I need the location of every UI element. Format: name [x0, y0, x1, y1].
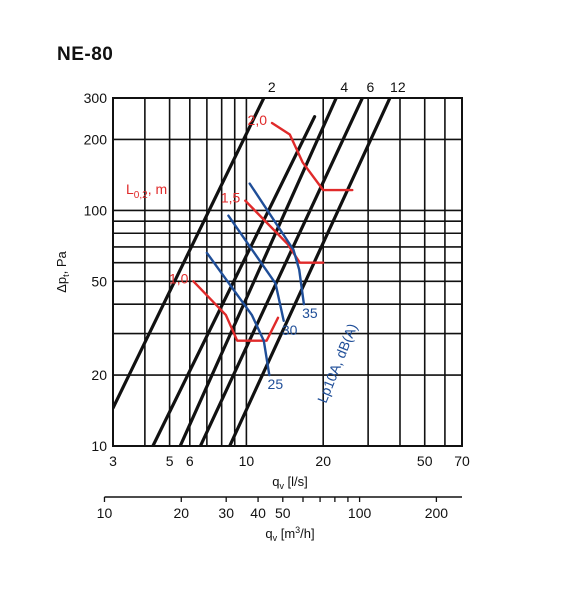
secondary-x-axis-label: qv [m3/h] [265, 525, 314, 543]
secondary-x-tick-label: 100 [348, 505, 372, 521]
series-line-unlabeled-1 [151, 115, 317, 446]
secondary-x-tick-label: 200 [425, 505, 449, 521]
opening-label: 12 [390, 79, 406, 95]
x-tick-label: 10 [239, 453, 255, 469]
secondary-x-tick-label: 50 [275, 505, 291, 521]
red-curve-label: 1,5 [221, 190, 241, 206]
y-tick-label: 20 [91, 367, 107, 383]
y-tick-label: 300 [84, 90, 108, 106]
series-line-12 [228, 98, 392, 446]
series-line-2_0 [270, 121, 354, 192]
x-axis-label: qv [l/s] [272, 474, 308, 491]
secondary-x-tick-label: 20 [173, 505, 189, 521]
blue-curve-label: 30 [282, 322, 298, 338]
series-lines [113, 98, 392, 446]
opening-label: 6 [367, 79, 375, 95]
y-tick-label: 50 [91, 273, 107, 289]
series-line-1_0 [192, 280, 280, 342]
x-tick-label: 20 [315, 453, 331, 469]
y-tick-label: 100 [84, 202, 108, 218]
series-line-30 [227, 214, 285, 322]
secondary-x-tick-label: 10 [97, 505, 113, 521]
opening-label: 4 [340, 79, 348, 95]
red-group-label: L0,2, m [126, 181, 167, 201]
x-tick-label: 5 [166, 453, 174, 469]
series-line-4 [178, 98, 338, 446]
opening-label: 2 [268, 79, 276, 95]
plot-frame [112, 97, 463, 447]
x-tick-label: 70 [454, 453, 470, 469]
chart-title: NE-80 [57, 44, 114, 65]
red-curve-label: 2,0 [248, 112, 268, 128]
grid [112, 97, 463, 447]
blue-curve-label: 25 [268, 376, 284, 392]
y-tick-label: 10 [91, 438, 107, 454]
series-line-6 [198, 98, 364, 446]
series-line-2 [113, 98, 266, 410]
series-line-25 [205, 251, 271, 377]
x-tick-label: 6 [186, 453, 194, 469]
secondary-x-tick-label: 30 [218, 505, 234, 521]
secondary-x-tick-label: 40 [250, 505, 266, 521]
blue-curve-label: 35 [302, 305, 318, 321]
y-tick-label: 200 [84, 131, 108, 147]
x-tick-label: 3 [109, 453, 117, 469]
x-tick-label: 50 [417, 453, 433, 469]
series-line-35 [248, 182, 306, 306]
y-axis-label: Δpt, Pa [54, 250, 71, 292]
red-curve-label: 1,0 [169, 270, 189, 286]
